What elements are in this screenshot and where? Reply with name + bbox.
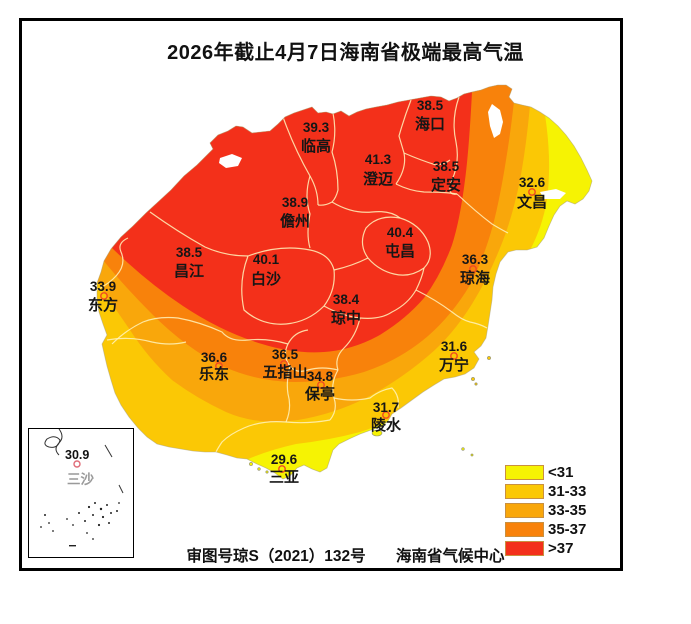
inset-islands — [40, 428, 124, 547]
station-value-label: 31.7 — [373, 400, 399, 415]
legend-color-swatch — [505, 465, 544, 480]
station-value-label: 31.6 — [441, 339, 468, 354]
legend-label: 35-37 — [548, 521, 587, 538]
station-value-label: 39.3 — [303, 120, 330, 135]
coastline — [96, 84, 593, 480]
station-name-label: 琼海 — [460, 269, 490, 287]
station-name-label: 澄迈 — [363, 170, 393, 188]
station-name-label: 五指山 — [262, 363, 307, 381]
station-labels-layer: 38.5 海口 39.3 临高 41.3 澄迈 38.5 定安 32.6 文昌 38.9 儋州 40.4… — [88, 98, 547, 486]
station-marker — [280, 360, 288, 368]
legend-color-swatch — [505, 503, 544, 518]
coastal-bays — [219, 104, 566, 199]
station-name-label: 陵水 — [371, 416, 402, 434]
inset-archipelago-dots — [40, 502, 120, 547]
puqian-bay — [488, 104, 503, 138]
islet — [474, 382, 478, 386]
station-name-label: 海口 — [415, 115, 445, 133]
station-value-label: 36.3 — [462, 252, 489, 267]
station-value-label: 40.4 — [387, 225, 414, 240]
legend-color-swatch — [505, 484, 544, 499]
islet — [265, 470, 269, 474]
legend-row: 33-35 — [505, 503, 586, 518]
legend-label: 31-33 — [548, 483, 587, 500]
station-name-label: 三亚 — [269, 469, 299, 486]
inset-island-blob — [44, 436, 61, 448]
station-value-label: 38.5 — [417, 98, 444, 113]
station-marker — [278, 465, 286, 473]
legend-label: >37 — [548, 540, 574, 557]
map-agency: 海南省气候中心 — [395, 548, 505, 565]
station-name-label: 临高 — [301, 137, 331, 155]
station-value-label: 41.3 — [365, 152, 392, 167]
station-name-label: 乐东 — [199, 365, 229, 383]
islet — [470, 453, 474, 457]
station-name-label: 保亭 — [304, 385, 335, 403]
map-license-number: 审图号琼S（2021）132号 — [186, 548, 366, 565]
station-value-label: 38.4 — [333, 292, 360, 307]
station-value-label: 38.9 — [282, 195, 308, 210]
sansha-value-label: 30.9 — [65, 448, 90, 462]
station-name-label: 琼中 — [331, 309, 361, 327]
islet — [249, 462, 253, 466]
station-value-label: 32.6 — [519, 175, 546, 190]
station-marker — [382, 411, 390, 419]
legend-color-swatch — [505, 522, 544, 537]
legend-label: 33-35 — [548, 502, 587, 519]
station-marker — [450, 352, 458, 360]
station-marker — [100, 292, 108, 300]
inset-dash — [118, 484, 124, 494]
sansha-marker — [73, 460, 81, 468]
sansha-name-label: 三沙 — [67, 472, 94, 487]
islet — [487, 356, 491, 360]
legend-color-swatch — [505, 541, 544, 556]
islet — [471, 377, 475, 381]
station-marker — [469, 265, 477, 273]
station-name-label: 白沙 — [251, 270, 281, 288]
station-marker — [215, 362, 223, 370]
station-name-label: 万宁 — [438, 356, 469, 374]
station-name-label: 文昌 — [517, 193, 547, 211]
qinglan-bay — [540, 189, 566, 199]
legend-row: 35-37 — [505, 522, 586, 537]
station-marker — [528, 188, 536, 196]
station-value-label: 34.8 — [307, 369, 334, 384]
station-name-label: 东方 — [88, 296, 118, 314]
county-boundaries — [97, 96, 509, 453]
islet — [371, 429, 383, 437]
station-marker — [317, 381, 325, 389]
legend-row: >37 — [505, 541, 586, 556]
inset-map-sansha: 30.9 三沙 — [28, 428, 134, 558]
station-value-label: 33.9 — [90, 279, 116, 294]
legend-label: <31 — [548, 464, 574, 481]
legend-row: 31-33 — [505, 484, 586, 499]
station-value-label: 29.6 — [271, 452, 298, 467]
station-value-label: 40.1 — [253, 252, 280, 267]
station-name-label: 定安 — [431, 176, 461, 194]
islet — [257, 467, 261, 471]
page-title: 2026年截止4月7日海南省极端最高气温 — [167, 42, 524, 64]
inset-dash — [104, 444, 113, 458]
station-value-label: 36.5 — [272, 347, 299, 362]
station-name-label: 屯昌 — [385, 242, 415, 260]
station-value-label: 38.5 — [433, 159, 460, 174]
station-name-label: 儋州 — [280, 212, 310, 230]
islet — [461, 447, 465, 451]
station-value-label: 36.6 — [201, 350, 228, 365]
yangpu-bay — [219, 154, 242, 168]
temperature-zones — [97, 85, 592, 479]
legend: <31 31-33 33-35 35-37 >37 — [505, 465, 586, 560]
station-name-label: 昌江 — [174, 262, 204, 280]
station-value-label: 38.5 — [176, 245, 203, 260]
legend-row: <31 — [505, 465, 586, 480]
map-footer: 审图号琼S（2021）132号 海南省气候中心 — [0, 544, 691, 566]
offshore-islets — [249, 356, 491, 474]
